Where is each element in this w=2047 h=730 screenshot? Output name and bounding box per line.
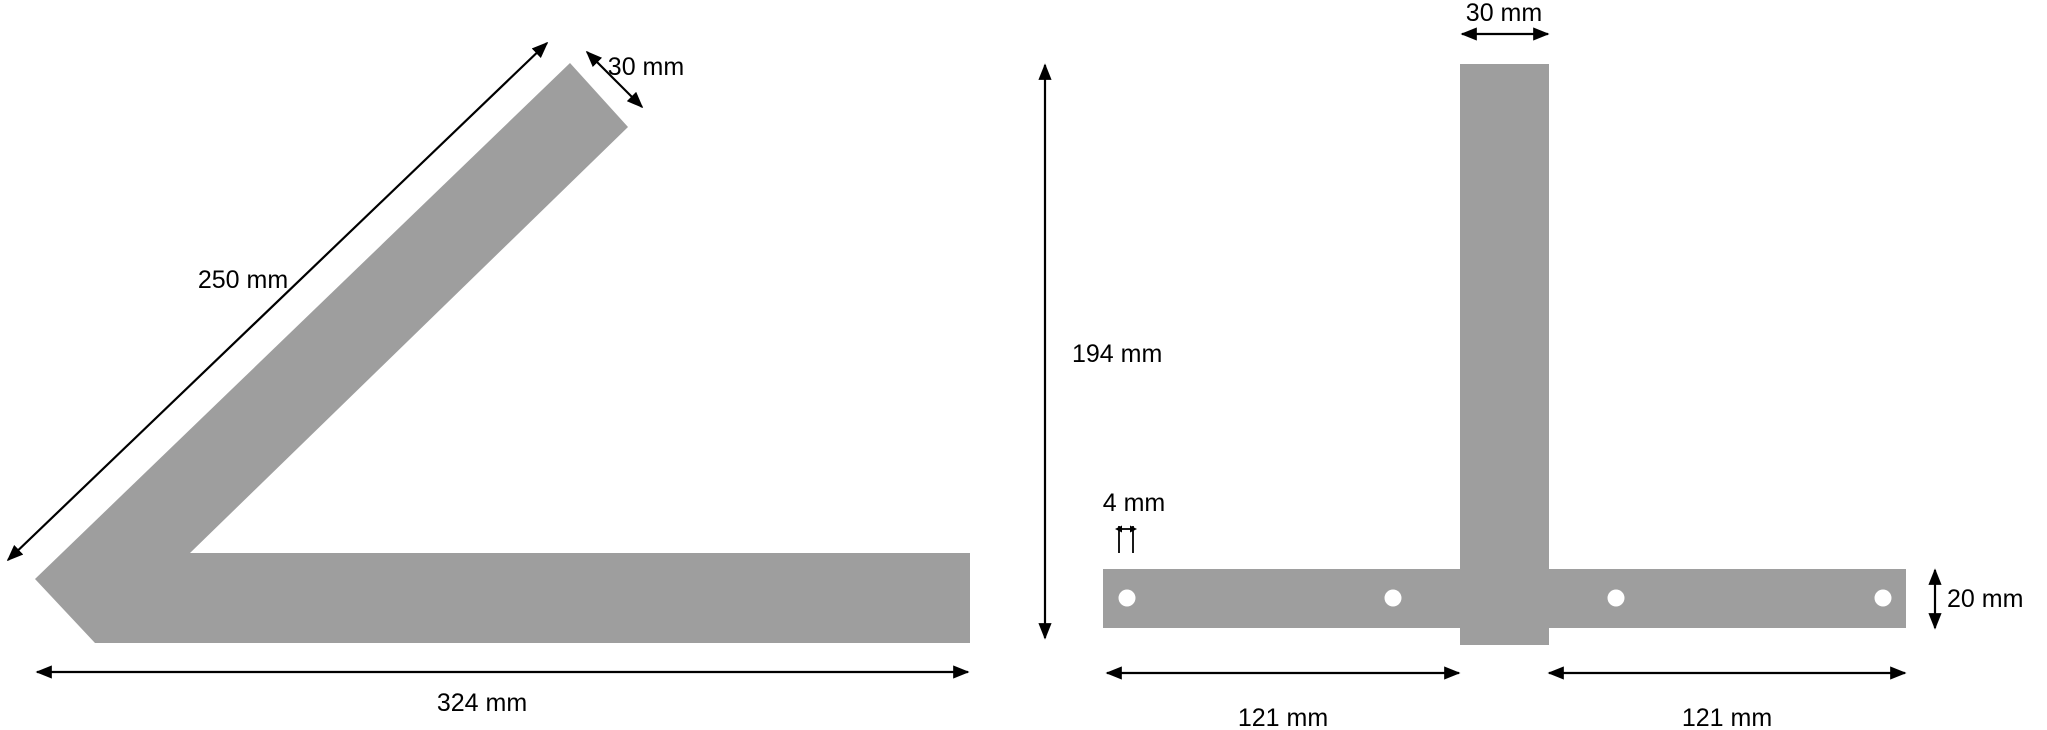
dim-line-arm-length [6,41,549,562]
tee-bracket-stem [1460,64,1549,645]
dim-label-overall-height: 194 mm [1072,340,1162,368]
dim-label-arm-length: 250 mm [198,266,288,294]
dim-line-arm-width [585,50,644,109]
dim-label-left-segment: 121 mm [1238,704,1328,730]
strap-hole-4 [1874,589,1892,607]
right-figure-tee-bracket: 30 mm 194 mm 4 mm 121 mm 121 mm 20 mm [1038,0,2023,730]
dim-bracket-hole-diameter [1115,525,1137,553]
strap-hole-1 [1118,589,1136,607]
strap-hole-3 [1607,589,1625,607]
dim-label-right-segment: 121 mm [1682,704,1772,730]
dim-label-strap-height: 20 mm [1947,585,2023,613]
dim-label-overall-width: 324 mm [437,689,527,717]
strap-hole-2 [1384,589,1402,607]
dim-label-hole-diameter: 4 mm [1103,489,1166,517]
left-figure-angled-bracket: 250 mm 30 mm 324 mm [6,41,970,717]
dim-label-stem-width: 30 mm [1466,0,1542,27]
angled-bracket-shape [35,63,970,643]
dim-label-arm-width: 30 mm [608,53,684,81]
